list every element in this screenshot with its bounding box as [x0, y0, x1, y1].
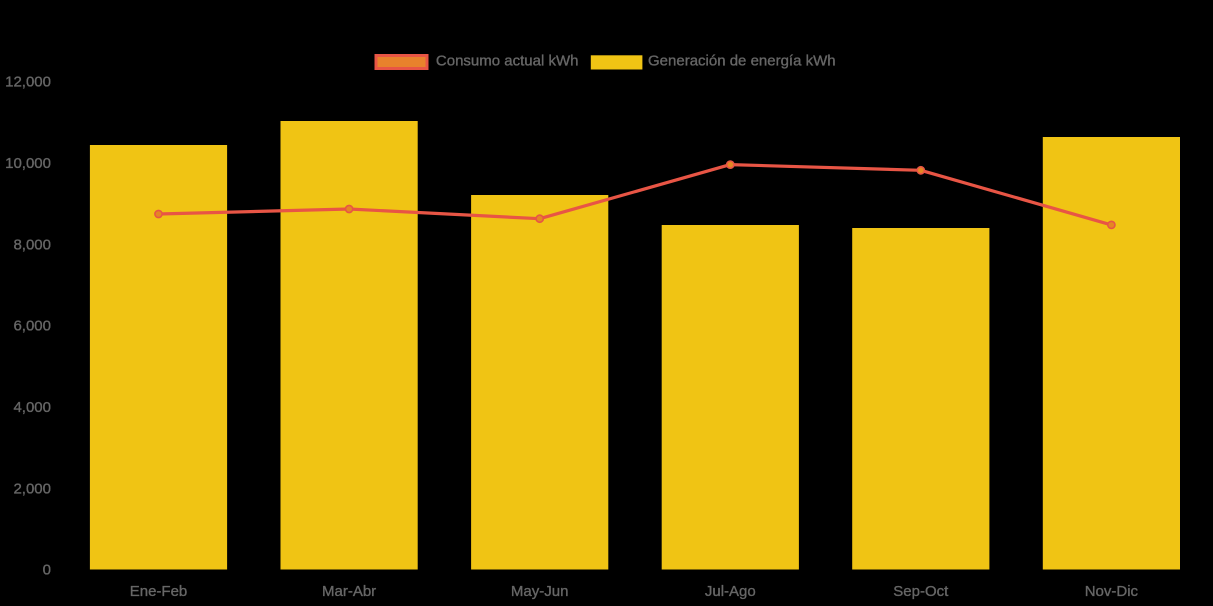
svg-text:Ene-Feb: Ene-Feb	[130, 583, 188, 600]
svg-text:May-Jun: May-Jun	[511, 583, 569, 600]
svg-text:Consumo actual kWh: Consumo actual kWh	[436, 53, 579, 70]
svg-text:Nov-Dic: Nov-Dic	[1085, 583, 1139, 600]
svg-text:0: 0	[43, 562, 51, 579]
svg-text:Jul-Ago: Jul-Ago	[705, 583, 756, 600]
svg-text:12,000: 12,000	[5, 74, 51, 91]
svg-text:2,000: 2,000	[13, 480, 51, 497]
svg-text:10,000: 10,000	[5, 155, 51, 172]
svg-text:Sep-Oct: Sep-Oct	[893, 583, 949, 600]
svg-text:Mar-Abr: Mar-Abr	[322, 583, 376, 600]
svg-text:6,000: 6,000	[13, 318, 51, 335]
svg-text:Generación de energía kWh: Generación de energía kWh	[648, 53, 836, 70]
svg-text:8,000: 8,000	[13, 236, 51, 253]
svg-text:4,000: 4,000	[13, 399, 51, 416]
